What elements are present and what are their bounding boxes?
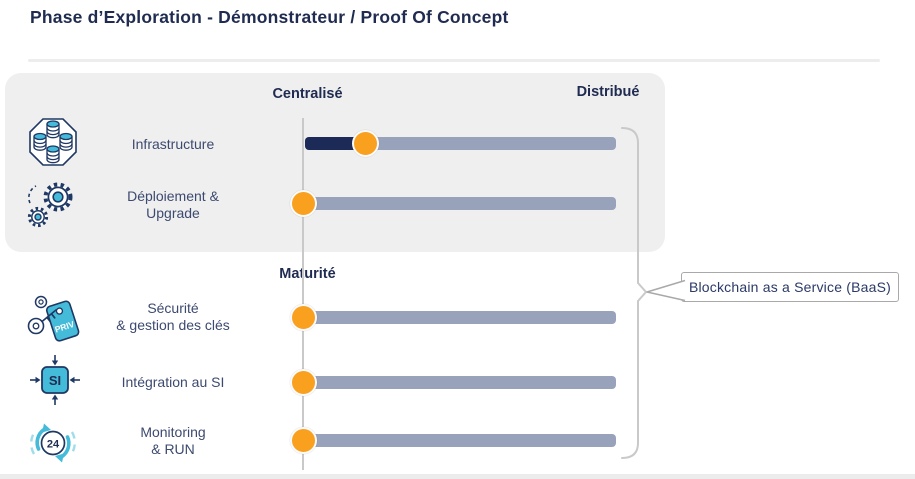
key-priv-tag-icon: PRIV: [25, 292, 83, 350]
slider-track-securite: [312, 310, 616, 324]
si-box-text: SI: [49, 373, 61, 388]
row-label-integration: Intégration au SI: [121, 374, 225, 390]
row-label-monitoring: Monitoring & RUN: [140, 424, 206, 457]
slider-knob-securite[interactable]: [289, 303, 317, 331]
slider-track-deploiement: [312, 196, 616, 210]
si-integration-icon: SI: [29, 354, 81, 406]
callout-pointer: [646, 279, 686, 302]
baas-bracket: [621, 127, 647, 459]
databases-octagon-icon: [27, 116, 79, 168]
page-title: Phase d’Exploration - Démonstrateur / Pr…: [30, 7, 509, 27]
centralised-axis-line: [302, 118, 304, 470]
slider-knob-deploiement[interactable]: [289, 189, 317, 217]
slider-track-integration: [312, 375, 616, 389]
axis-label-maturite: Maturité: [279, 266, 336, 282]
slider-knob-infrastructure[interactable]: [352, 129, 379, 157]
row-label-deploiement: Déploiement & Upgrade: [127, 188, 219, 221]
slider-knob-monitoring[interactable]: [289, 426, 317, 454]
row-label-securite: Sécurité & gestion des clés: [116, 300, 230, 333]
monitoring-24h-icon: 24: [25, 415, 81, 471]
slider-knob-integration[interactable]: [289, 368, 317, 396]
axis-label-distribue: Distribué: [576, 84, 640, 100]
gears-icon: [23, 176, 79, 232]
axis-label-centralise: Centralisé: [272, 86, 343, 102]
h24-text: 24: [47, 439, 60, 451]
bottom-edge-strip: [0, 474, 915, 479]
slider-track-monitoring: [312, 433, 616, 447]
baas-callout-label: Blockchain as a Service (BaaS): [688, 279, 892, 295]
baas-callout: Blockchain as a Service (BaaS): [681, 272, 899, 302]
title-divider: [28, 59, 880, 62]
row-label-infrastructure: Infrastructure: [131, 136, 215, 152]
centralised-panel: [5, 73, 665, 252]
